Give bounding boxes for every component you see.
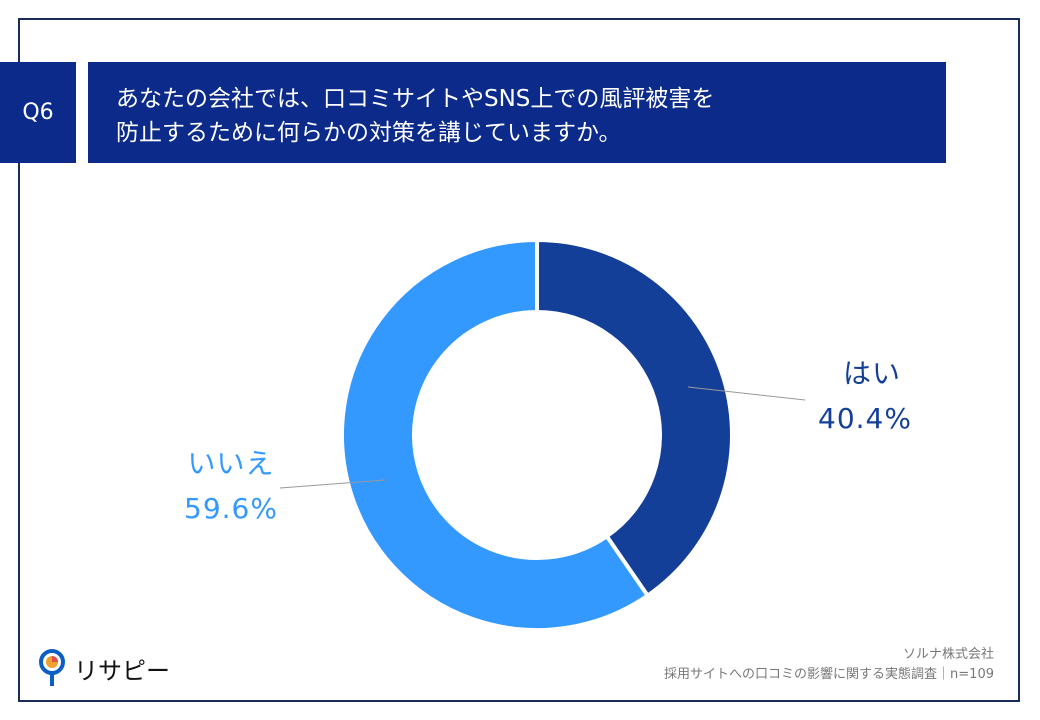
donut-slice-1 [340,237,651,632]
footer: ソルナ株式会社 採用サイトへの口コミの影響に関する実態調査｜n=109 [664,645,994,685]
value-label: 59.6% [184,492,278,525]
chart-frame [18,18,1020,702]
category-label: はい [842,357,901,390]
company-name: ソルナ株式会社 [902,647,994,662]
label-yes: はい 40.4% [818,352,912,435]
label-no: いいえ 59.6% [184,442,278,525]
value-label: 40.4% [818,402,912,435]
donut-slice-0 [535,237,734,599]
question-title: あなたの会社では、口コミサイトやSNS上での風評被害を 防止するために何らかの対… [88,62,946,163]
logo: リサピー [38,648,170,688]
leader-line-1 [279,479,386,489]
logo-pin-icon [39,649,65,686]
question-number: Q6 [0,62,76,163]
leader-line-0 [687,386,806,401]
logo-text: リサピー [74,656,170,685]
survey-source: 採用サイトへの口コミの影響に関する実態調査｜n=109 [664,667,994,682]
question-line-1: あなたの会社では、口コミサイトやSNS上での風評被害を [116,86,715,112]
question-line-2: 防止するために何らかの対策を講じていますか。 [116,120,622,146]
category-label: いいえ [187,447,275,480]
